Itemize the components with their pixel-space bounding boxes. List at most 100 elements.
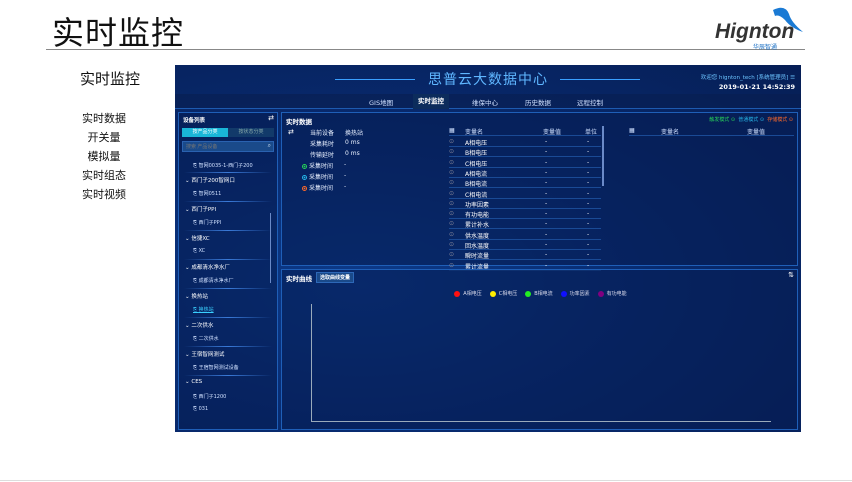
legend-item[interactable]: C相电压: [489, 290, 517, 297]
header-deco-right: [560, 79, 640, 80]
nav-remote[interactable]: 远程控制: [577, 99, 603, 107]
legend-item[interactable]: B相电流: [525, 290, 553, 297]
var-unit: -: [587, 210, 590, 218]
tree-group[interactable]: ⌄ 王宿智网测试: [185, 352, 225, 358]
nav-gis[interactable]: GIS地图: [369, 99, 394, 107]
info-value: 0 ms: [345, 139, 360, 146]
table-row[interactable]: ⊙ 瞬时流量 - -: [449, 250, 601, 261]
info-value: 0 ms: [345, 150, 360, 157]
table-row[interactable]: ⊙ A相电流 - -: [449, 168, 601, 178]
nav-history[interactable]: 历史数据: [525, 99, 551, 107]
device-search-input[interactable]: [183, 142, 261, 151]
legend-swatch: [560, 290, 567, 297]
var-name: 供水温度: [465, 232, 490, 240]
tree-group[interactable]: ⌄ 二次供水: [185, 323, 214, 329]
main-nav: GIS地图 实时监控 维保中心 历史数据 远程控制: [175, 94, 801, 109]
gazelle-logo-icon: [773, 7, 803, 32]
x-axis: [311, 421, 771, 422]
var-name: C相电流: [465, 191, 488, 199]
var-value: -: [545, 230, 548, 238]
menu-icon[interactable]: ☰: [790, 75, 795, 81]
table-row[interactable]: ⊙ A相电压 - -: [449, 137, 601, 147]
tree-leaf[interactable]: ⎘ 二次供水: [193, 336, 219, 342]
search-icon[interactable]: ⌕: [267, 142, 271, 149]
user-info[interactable]: 欢迎您 hignton_tech [系统管理员] ☰: [701, 73, 795, 81]
table-row[interactable]: ⊙ C相电压 - -: [449, 158, 601, 168]
tree-group[interactable]: ⌄ 换热站: [185, 294, 208, 300]
tab-by-product[interactable]: 按产品分类: [182, 128, 228, 137]
menu-item-config[interactable]: 实时组态: [82, 169, 126, 182]
mode-storage[interactable]: 存储模式 ⊙: [767, 117, 793, 123]
info-label: 采集耗时: [310, 141, 335, 148]
menu-item-analog[interactable]: 模拟量: [87, 150, 121, 163]
var-unit: -: [587, 220, 590, 228]
tree-scrollbar[interactable]: [270, 213, 271, 283]
table-row[interactable]: ⊙ 功率因素 - -: [449, 199, 601, 209]
table-icon: ▦: [449, 127, 455, 134]
tree-group[interactable]: ⌄ 西门子200智网口: [185, 178, 235, 184]
info-label: 传输延时: [310, 152, 335, 159]
var-value: -: [545, 158, 548, 166]
divider: [184, 259, 272, 260]
var-unit: -: [587, 158, 590, 166]
tree-group[interactable]: ⌄ 信捷XC: [185, 236, 210, 242]
var-name: 瞬时流量: [465, 253, 490, 261]
realtime-title: 实时数据: [286, 118, 312, 126]
tree-group[interactable]: ⌄ 成都清水净水厂: [185, 265, 230, 271]
status-icon: ⊙: [449, 251, 455, 259]
tree-leaf[interactable]: ⎘ 换热站: [193, 307, 214, 313]
legend-item[interactable]: 功率因素: [560, 290, 590, 297]
table-scrollbar[interactable]: [602, 126, 604, 186]
var-name: 累计流量: [465, 263, 490, 271]
tree-leaf[interactable]: ⎘ 智网0035-1-西门子200: [193, 163, 253, 169]
clock: 2019-01-21 14:52:39: [718, 83, 795, 91]
legend-item[interactable]: A相电压: [454, 290, 482, 297]
menu-item-switch[interactable]: 开关量: [87, 131, 121, 144]
swap-icon[interactable]: ⇄: [288, 128, 294, 136]
status-dot-icon: [302, 175, 307, 180]
table-row[interactable]: ⊙ 有功电能 - -: [449, 209, 601, 220]
info-row: 采集耗时 0 ms: [310, 139, 360, 148]
info-label: 采集时间: [309, 185, 334, 192]
status-icon: ⊙: [449, 210, 455, 218]
table-row[interactable]: ⊙ C相电流 - -: [449, 189, 601, 199]
tree-leaf[interactable]: ⎘ 031: [193, 406, 209, 412]
swap-icon[interactable]: ⇄: [268, 114, 274, 122]
tab-by-status[interactable]: 按状态分类: [228, 128, 274, 137]
table-row[interactable]: ⊙ 回水温度 - -: [449, 240, 601, 250]
tree-group[interactable]: ⌄ CES: [185, 379, 203, 385]
legend-swatch: [454, 290, 461, 297]
tree-group[interactable]: ⌄ 西门子PPI: [185, 207, 217, 213]
table-row[interactable]: ⊙ 累计补水 - -: [449, 219, 601, 230]
col-value: 变量值: [543, 129, 562, 136]
select-curve-vars-button[interactable]: 选取曲线变量: [316, 272, 355, 283]
legend-item[interactable]: 有功电能: [597, 290, 627, 297]
table-row[interactable]: ⊙ B相电压 - -: [449, 147, 601, 158]
curve-title: 实时曲线: [286, 275, 312, 283]
table-row[interactable]: ⊙ B相电流 - -: [449, 178, 601, 189]
divider: [184, 346, 272, 347]
realtime-data-panel: 实时数据 触发模式 ⊙ 普通模式 ⊙ 存储模式 ⊙ ⇄ 当前设备 换热站 采集耗时 0…: [281, 112, 798, 271]
tree-leaf[interactable]: ⎘ 西门子PPI: [193, 220, 222, 226]
tree-leaf[interactable]: ⎘ 成都清水净水厂: [193, 278, 234, 284]
divider: [184, 317, 272, 318]
tree-leaf[interactable]: ⎘ 西门子1200: [193, 394, 227, 400]
menu-item-realtime-data[interactable]: 实时数据: [82, 112, 126, 125]
device-search[interactable]: ⌕: [182, 141, 274, 152]
tree-leaf[interactable]: ⎘ 王宿智网测试设备: [193, 365, 239, 371]
nav-realtime[interactable]: 实时监控: [413, 94, 449, 109]
var-value: -: [545, 148, 548, 156]
table-row[interactable]: ⊙ 供水温度 - -: [449, 230, 601, 240]
sort-icon[interactable]: ⇅: [788, 271, 794, 279]
menu-item-video[interactable]: 实时视频: [82, 188, 126, 201]
info-value: -: [344, 183, 347, 190]
nav-maintenance[interactable]: 维保中心: [472, 99, 498, 107]
logo-wordmark: Hignton: [715, 20, 795, 43]
status-icon: ⊙: [449, 158, 455, 166]
tree-leaf[interactable]: ⎘ 智网0511: [193, 191, 222, 197]
var-value: -: [545, 220, 548, 228]
mode-normal[interactable]: 普通模式 ⊙: [738, 117, 765, 123]
mode-trigger[interactable]: 触发模式 ⊙: [709, 117, 736, 123]
header-deco-left: [335, 79, 415, 80]
tree-leaf[interactable]: ⎘ XC: [193, 248, 206, 254]
